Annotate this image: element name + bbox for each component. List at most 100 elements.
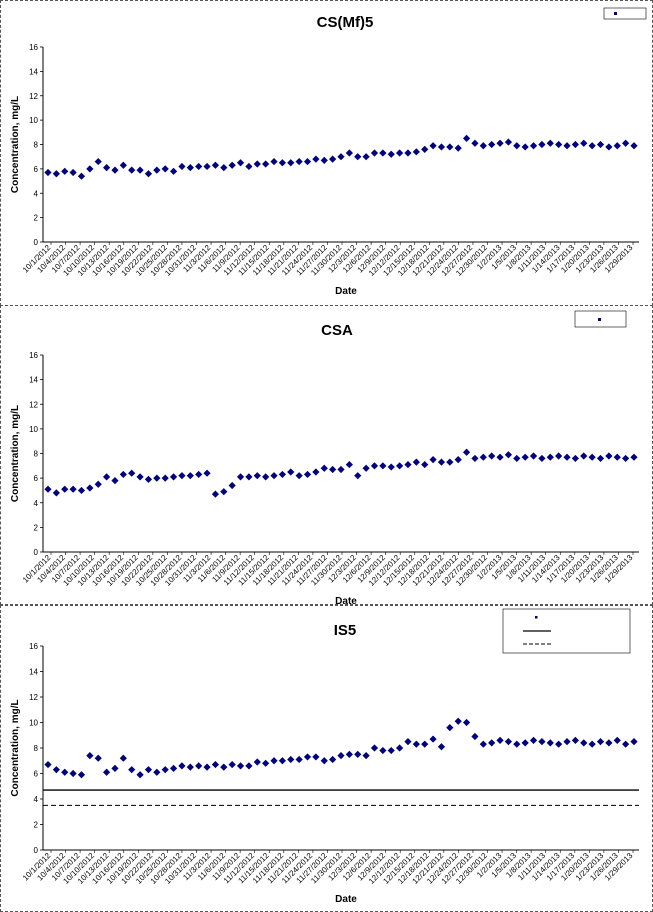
data-point xyxy=(153,768,161,776)
data-point xyxy=(479,453,487,461)
data-point xyxy=(605,143,613,151)
data-point xyxy=(119,470,127,479)
data-point xyxy=(471,454,479,463)
data-point xyxy=(454,456,462,464)
data-point xyxy=(437,743,446,751)
data-point xyxy=(295,755,303,764)
y-tick-label: 12 xyxy=(29,92,38,101)
data-point xyxy=(77,771,86,779)
data-point xyxy=(412,148,420,156)
data-point xyxy=(278,757,286,765)
y-tick-label: 2 xyxy=(34,214,39,223)
data-point xyxy=(345,460,353,469)
data-point xyxy=(555,140,563,149)
data-point xyxy=(262,473,270,481)
data-point xyxy=(220,164,228,172)
data-point xyxy=(580,739,588,747)
data-point xyxy=(186,164,194,172)
data-point xyxy=(437,458,446,466)
data-point xyxy=(295,472,303,480)
y-tick-label: 14 xyxy=(29,668,38,677)
data-point xyxy=(513,142,521,150)
data-point xyxy=(195,470,203,479)
data-point xyxy=(119,754,127,762)
y-tick-label: 6 xyxy=(34,474,39,483)
y-tick-label: 4 xyxy=(34,189,39,198)
data-point xyxy=(169,473,178,481)
data-point xyxy=(111,476,119,485)
data-point xyxy=(303,470,312,479)
y-axis-title: Concentration, mg/L xyxy=(10,96,21,193)
data-point xyxy=(563,453,571,461)
data-point xyxy=(245,473,253,481)
data-point xyxy=(504,738,513,746)
legend-marker xyxy=(614,12,617,15)
data-point xyxy=(320,464,328,472)
data-point xyxy=(446,458,454,466)
data-point xyxy=(128,766,136,774)
data-point xyxy=(538,140,546,149)
data-point xyxy=(161,474,169,482)
data-point xyxy=(538,738,546,746)
data-point xyxy=(262,759,270,767)
chart-panel-is5: IS5 0 2 4 6 8 10 12 14 16 10/1/2012 10/4/2012 10/7/… xyxy=(0,605,653,912)
data-point xyxy=(421,460,429,469)
data-point xyxy=(462,448,471,456)
data-point xyxy=(94,480,102,488)
data-point xyxy=(454,717,462,725)
data-point xyxy=(303,157,312,166)
data-point xyxy=(555,740,563,748)
data-point xyxy=(144,475,153,483)
y-tick-label: 8 xyxy=(34,744,39,753)
data-point xyxy=(144,170,153,178)
data-point xyxy=(429,142,437,150)
y-tick-label: 10 xyxy=(29,116,38,125)
data-point xyxy=(588,142,596,150)
data-point xyxy=(253,758,261,766)
data-point xyxy=(220,488,228,496)
data-point xyxy=(61,167,69,175)
data-point xyxy=(111,764,119,772)
data-point xyxy=(136,166,144,174)
y-tick-label: 16 xyxy=(29,642,38,651)
data-point xyxy=(103,473,111,481)
data-point xyxy=(563,142,571,150)
y-tick-label: 12 xyxy=(29,693,38,702)
y-tick-label: 8 xyxy=(34,141,39,150)
data-point xyxy=(161,766,169,774)
data-point xyxy=(354,472,362,480)
data-point xyxy=(362,464,370,472)
data-point xyxy=(396,462,404,470)
data-point xyxy=(571,140,579,149)
data-point xyxy=(596,738,605,746)
data-point xyxy=(128,469,136,477)
legend-box xyxy=(603,7,647,20)
y-tick-label: 12 xyxy=(29,400,38,409)
data-point xyxy=(144,766,153,774)
data-point xyxy=(203,763,211,771)
data-point xyxy=(429,456,437,464)
chart-title: CSA xyxy=(321,322,353,339)
data-point xyxy=(396,744,404,752)
data-point xyxy=(412,458,420,466)
plot-area: 024681012141610/1/201210/4/201210/7/2012… xyxy=(10,351,639,604)
data-point xyxy=(203,469,211,477)
data-point xyxy=(521,143,529,151)
data-point xyxy=(203,162,211,171)
data-point xyxy=(379,746,387,755)
data-point xyxy=(479,142,487,150)
x-axis-title: Date xyxy=(335,596,357,604)
data-point xyxy=(211,161,220,169)
y-tick-label: 6 xyxy=(34,770,39,779)
y-tick-label: 16 xyxy=(29,43,38,52)
data-point xyxy=(178,162,186,171)
data-point xyxy=(630,142,638,150)
data-point xyxy=(404,738,412,746)
data-point xyxy=(546,453,554,461)
data-point xyxy=(555,452,563,460)
data-point xyxy=(52,489,60,497)
data-point xyxy=(496,736,504,744)
data-point xyxy=(303,753,312,761)
data-point xyxy=(220,763,228,771)
data-point xyxy=(354,153,362,161)
